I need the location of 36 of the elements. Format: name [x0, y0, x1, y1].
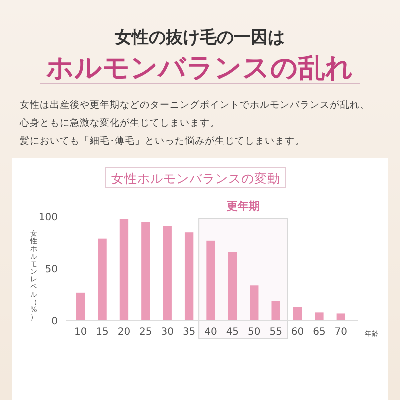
x-tick-label: 55 [270, 327, 282, 338]
y-tick-label: 50 [45, 264, 58, 276]
bar [206, 240, 216, 321]
bar [98, 238, 107, 321]
bar [184, 232, 194, 321]
bar [120, 219, 129, 321]
x-tick-label: 35 [182, 327, 196, 338]
bar [250, 286, 259, 321]
x-tick-label: 10 [74, 327, 88, 338]
chart-subtitle: ホルモンバランスの乱れ [46, 53, 354, 84]
x-tick-label: 50 [248, 327, 261, 338]
bar [315, 312, 324, 321]
bar [336, 314, 346, 321]
x-tick-label: 60 [291, 327, 304, 338]
x-tick-label: 25 [140, 327, 152, 338]
x-tick-label: 15 [96, 327, 109, 338]
x-tick-label: 20 [118, 327, 131, 338]
x-tick-label: 45 [226, 327, 240, 338]
x-tick-label: 65 [313, 327, 326, 338]
text: 女性は出産後や更年期などのターニングポイントでホルモンバランスが乱れ、 [20, 99, 370, 111]
bar [142, 222, 150, 321]
bar [163, 226, 172, 321]
text: 髪においても「細毛･薄毛」といった悩みが生じてしまいます。 [20, 135, 305, 147]
x-tick-label: 70 [334, 327, 348, 338]
text: 心身ともに急激な変化が生じてしまいます。 [19, 117, 220, 129]
bar [293, 307, 302, 321]
y-tick-label: 0 [52, 316, 58, 328]
bar [228, 252, 238, 321]
x-tick-label: 40 [204, 327, 218, 338]
y-tick-label: 100 [38, 212, 58, 224]
band-label: 更年期 [227, 200, 260, 213]
chart-title: 女性の抜け毛の一因は [114, 28, 285, 48]
bar [76, 292, 86, 321]
bar [272, 301, 280, 321]
text: 女性ホルモンバランスの変動 [112, 171, 280, 186]
x-tick-label: 30 [161, 327, 174, 338]
